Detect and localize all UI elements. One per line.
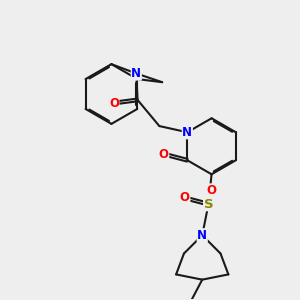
Text: S: S: [204, 198, 213, 211]
Text: N: N: [182, 126, 192, 139]
Text: O: O: [207, 184, 217, 197]
Text: O: O: [180, 191, 190, 204]
Text: O: O: [109, 97, 119, 110]
Text: N: N: [197, 229, 207, 242]
Text: N: N: [131, 67, 141, 80]
Text: O: O: [159, 148, 169, 160]
